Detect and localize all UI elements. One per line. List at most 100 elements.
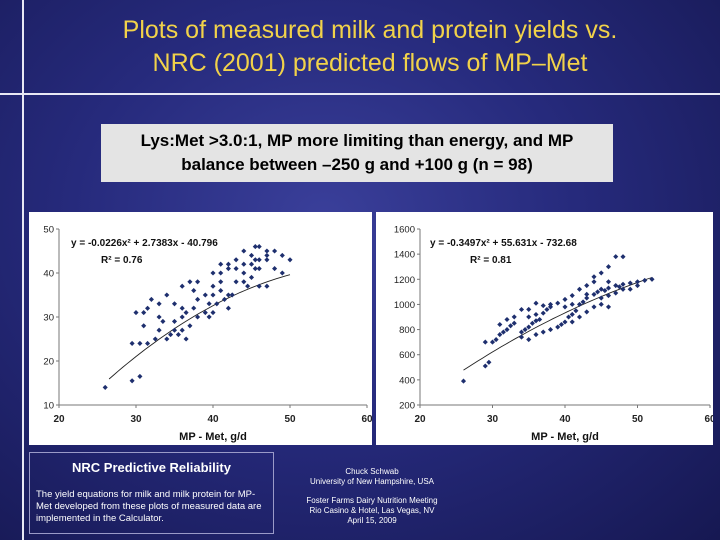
x-tick-label: 20 (414, 414, 426, 425)
data-point (526, 324, 532, 330)
data-point (156, 301, 162, 307)
data-point (598, 295, 604, 301)
data-point (187, 279, 193, 285)
data-point (634, 283, 641, 289)
r-squared-label: R² = 0.81 (470, 255, 512, 266)
data-point (210, 310, 216, 316)
data-point (264, 248, 270, 254)
x-tick-label: 50 (632, 414, 644, 425)
data-point (598, 301, 604, 307)
data-point (221, 296, 228, 302)
data-point (264, 257, 270, 263)
data-point (544, 306, 550, 313)
protein-yield-plot: 200 400 600 800 1000 1200 1400 1600 20 30 40 50 60 MP… (394, 225, 713, 444)
data-point (518, 334, 525, 340)
y-tick-label: 400 (399, 375, 415, 386)
data-point (511, 314, 517, 320)
data-point (256, 266, 262, 272)
data-point (225, 266, 231, 272)
regression-equation: y = -0.3497x² + 55.631x - 732.68 (430, 238, 577, 249)
data-point (256, 283, 262, 289)
data-point (160, 318, 166, 324)
y-tick-label: 20 (43, 357, 54, 368)
data-point (279, 252, 285, 258)
y-tick-label: 200 (399, 401, 415, 412)
data-point (591, 291, 597, 297)
data-point (248, 274, 255, 280)
data-point (613, 290, 619, 296)
data-point (620, 254, 626, 260)
data-point (248, 261, 255, 267)
data-point (164, 336, 170, 342)
meeting-date: April 15, 2009 (347, 516, 397, 525)
data-point (171, 327, 178, 333)
horizontal-rule (0, 93, 720, 95)
y-tick-label: 1000 (394, 300, 415, 311)
data-point (218, 288, 224, 294)
data-point (179, 305, 185, 311)
data-point (569, 301, 575, 307)
data-point (210, 283, 216, 289)
data-point (591, 274, 597, 280)
data-point (202, 292, 208, 298)
data-point (569, 311, 575, 317)
milk-yield-chart: 10 20 30 40 50 20 30 40 50 60 MP - Met, g/d y = -0.… (29, 212, 372, 445)
data-point (129, 378, 135, 384)
data-point (555, 324, 561, 330)
data-point (591, 279, 597, 285)
data-point (533, 332, 539, 338)
data-point (584, 291, 590, 297)
r-squared-label: R² = 0.76 (101, 255, 143, 266)
data-point (195, 279, 201, 285)
data-point (627, 280, 633, 286)
meeting-credit: Foster Farms Dairy Nutrition Meeting Rio… (282, 496, 462, 526)
protein-yield-chart: 200 400 600 800 1000 1200 1400 1600 20 30 40 50 60 MP… (376, 212, 713, 445)
data-point (460, 378, 467, 384)
data-point (206, 301, 212, 307)
data-point (287, 257, 293, 263)
data-point (605, 293, 612, 299)
data-point (584, 295, 590, 301)
y-tick-label: 800 (399, 325, 415, 336)
data-point (256, 257, 262, 263)
data-point (272, 266, 278, 272)
y-tick-label: 1200 (394, 275, 415, 286)
data-point (511, 320, 517, 326)
data-point (504, 316, 510, 323)
data-point (183, 336, 189, 342)
data-point (555, 300, 561, 306)
data-point (605, 264, 612, 270)
data-point (264, 283, 270, 289)
data-point (248, 252, 255, 258)
data-point (584, 309, 590, 315)
data-point (562, 319, 568, 325)
data-point (482, 339, 488, 345)
regression-equation: y = -0.0226x² + 2.7383x - 40.796 (71, 238, 218, 249)
data-point (210, 292, 216, 298)
data-point (576, 314, 583, 320)
nrc-box-title: NRC Predictive Reliability (72, 460, 231, 475)
data-point (613, 254, 619, 260)
data-point (605, 279, 612, 285)
data-point (533, 311, 539, 318)
y-tick-label: 40 (43, 269, 54, 280)
data-point (133, 310, 139, 316)
data-point (569, 319, 575, 325)
data-point (620, 286, 626, 292)
data-point (566, 314, 572, 320)
x-tick-label: 40 (559, 414, 571, 425)
data-point (137, 373, 143, 379)
data-point (627, 286, 633, 292)
data-point (195, 296, 201, 302)
data-point (141, 310, 147, 316)
data-point (210, 270, 216, 276)
data-point (218, 279, 224, 285)
data-point (241, 270, 247, 276)
data-point (183, 310, 189, 316)
data-point (148, 296, 154, 302)
data-point (533, 300, 539, 306)
data-point (540, 329, 546, 335)
data-point (102, 384, 108, 390)
data-point (497, 321, 503, 328)
data-point (547, 327, 554, 333)
